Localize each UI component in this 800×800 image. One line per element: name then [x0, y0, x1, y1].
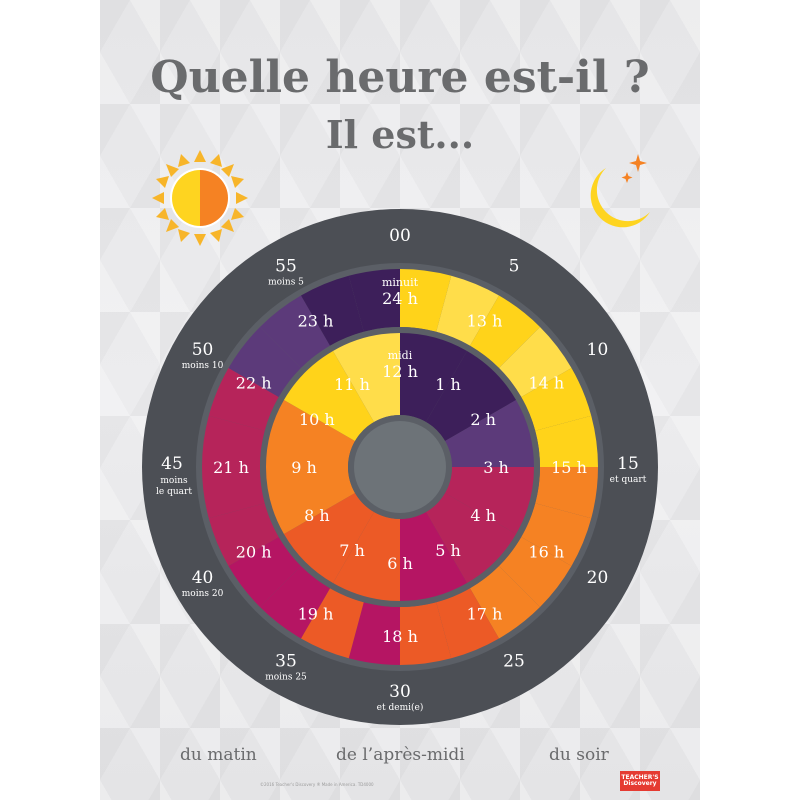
outer-hour-segment — [498, 326, 572, 397]
inner-hour-label: 5 h — [435, 541, 461, 560]
outer-hour-segment — [348, 602, 400, 665]
minute-label: 15 — [617, 454, 639, 474]
minuit-label: minuit — [382, 276, 419, 289]
outer-hour-segment — [228, 326, 302, 397]
minute-label: 50 — [192, 340, 214, 360]
inner-hour-label: 4 h — [470, 506, 496, 525]
inner-hour-segment — [266, 400, 355, 467]
inner-hour-segment — [400, 512, 467, 601]
outer-hour-segment — [208, 503, 279, 566]
outer-hour-segment — [498, 537, 572, 608]
outer-hour-segment — [301, 588, 364, 659]
outer-hour-segment — [202, 467, 265, 519]
minute-sub-label: moins 5 — [268, 278, 304, 288]
inner-hour-label: 6 h — [387, 554, 413, 573]
period-evening-label: du soir — [549, 745, 609, 765]
outer-hour-segment — [301, 275, 364, 346]
minute-label: 40 — [192, 568, 214, 588]
outer-hour-label: 24 h — [382, 289, 418, 308]
minute-sub-label: moins — [160, 476, 188, 486]
inner-hour-segment — [426, 350, 517, 441]
outer-hour-label: 15 h — [551, 458, 587, 477]
minute-label: 10 — [587, 340, 609, 360]
outer-hour-segment — [400, 602, 452, 665]
outer-hour-segment — [521, 503, 592, 566]
copyright-note: ©2016 Teacher's Discovery ® Made in Amer… — [260, 782, 374, 787]
center-disc — [354, 421, 446, 513]
outer-hour-segment — [436, 588, 499, 659]
inner-hour-segment — [445, 400, 534, 467]
minute-label: 5 — [509, 257, 520, 277]
poster: Quelle heure est-il ? Il est... 00 5 10 15 e… — [100, 0, 700, 800]
inner-hour-label: 12 h — [382, 362, 418, 381]
outer-hour-label: 18 h — [382, 627, 418, 646]
outer-hour-label: 14 h — [528, 374, 564, 393]
minute-sub-label: et demi(e) — [377, 702, 424, 713]
period-afternoon-label: de l’après-midi — [336, 745, 465, 765]
outer-hour-segment — [470, 565, 541, 639]
inner-hour-label: 3 h — [483, 458, 509, 477]
outer-hour-label: 21 h — [213, 458, 249, 477]
period-morning-label: du matin — [180, 745, 257, 765]
inner-hour-segment — [333, 512, 400, 601]
outer-hour-segment — [348, 269, 400, 332]
page-subtitle: Il est... — [325, 112, 475, 157]
minute-sub-label: moins 10 — [182, 361, 224, 371]
inner-hour-segment — [333, 333, 400, 422]
outer-hour-label: 19 h — [298, 604, 334, 623]
minute-label: 00 — [389, 226, 411, 246]
outer-hour-segment — [436, 275, 499, 346]
outer-hour-label: 22 h — [236, 374, 272, 393]
inner-hour-segment — [266, 467, 355, 534]
inner-hour-label: 11 h — [334, 375, 370, 394]
minute-label: 25 — [503, 651, 525, 671]
outer-hour-segment — [202, 415, 265, 467]
outer-hour-label: 23 h — [298, 312, 334, 331]
inner-hour-segment — [445, 467, 534, 534]
outer-hour-segment — [400, 269, 452, 332]
outer-hour-label: 16 h — [528, 543, 564, 562]
sun-icon — [152, 150, 248, 246]
inner-hour-segment — [283, 493, 374, 584]
inner-hour-label: 9 h — [291, 458, 317, 477]
inner-hour-segment — [426, 493, 517, 584]
page-title: Quelle heure est-il ? — [150, 52, 650, 103]
inner-hour-label: 2 h — [470, 410, 496, 429]
inner-hour-segment — [283, 350, 374, 441]
outer-hour-segment — [470, 295, 541, 369]
minute-sub-label: le quart — [156, 487, 192, 497]
outer-hour-segment — [521, 368, 592, 431]
inner-hour-label: 1 h — [435, 375, 461, 394]
midi-label: midi — [388, 349, 413, 362]
outer-hour-segment — [259, 295, 330, 369]
moon-icon — [590, 154, 650, 228]
outer-hour-segment — [535, 415, 598, 467]
outer-hour-segment — [535, 467, 598, 519]
minute-label: 45 — [161, 454, 183, 474]
outer-hour-label: 20 h — [236, 543, 272, 562]
minute-label: 35 — [275, 651, 297, 671]
minute-sub-label: moins 20 — [182, 589, 224, 599]
outer-hour-segment — [208, 368, 279, 431]
inner-hour-label: 10 h — [299, 410, 335, 429]
minute-label: 30 — [389, 682, 411, 702]
minute-sub-label: et quart — [610, 475, 647, 485]
minute-label: 20 — [587, 568, 609, 588]
minute-label: 55 — [275, 257, 297, 277]
brand-logo: TEACHER'S Discovery — [620, 771, 660, 791]
outer-hour-label: 13 h — [467, 312, 503, 331]
inner-hour-label: 7 h — [339, 541, 365, 560]
outer-hour-segment — [228, 537, 302, 608]
inner-hour-segment — [400, 333, 467, 422]
outer-hour-label: 17 h — [467, 604, 503, 623]
inner-hour-label: 8 h — [304, 506, 330, 525]
minute-sub-label: moins 25 — [265, 672, 307, 682]
outer-hour-segment — [259, 565, 330, 639]
